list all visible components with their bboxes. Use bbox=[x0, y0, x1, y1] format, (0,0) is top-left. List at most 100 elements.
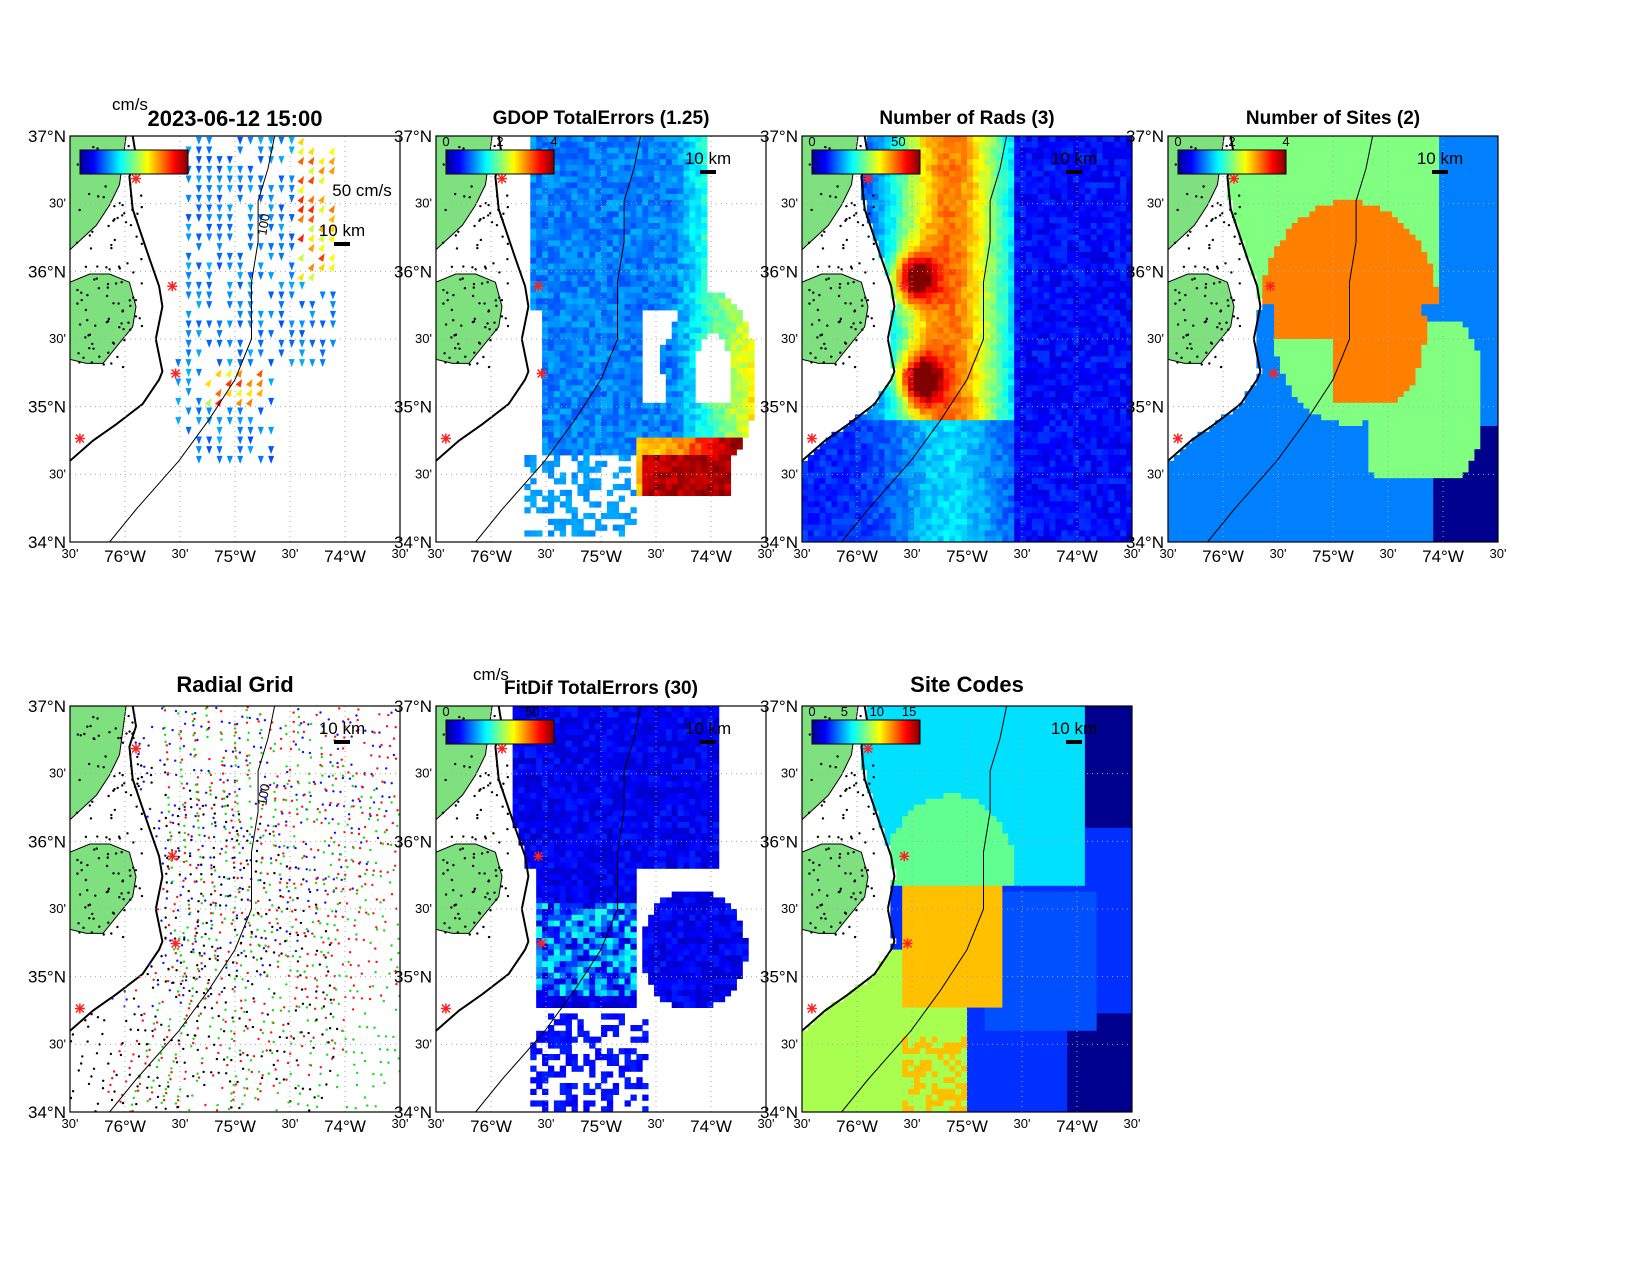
axes-frame bbox=[801, 135, 1133, 543]
coastline bbox=[1168, 136, 1262, 462]
lon-tick-label: 30' bbox=[648, 1116, 665, 1131]
colorbar-tick: 0 bbox=[442, 134, 449, 149]
coastline bbox=[70, 136, 164, 462]
coastline-dots bbox=[75, 714, 144, 939]
map-area: 100 bbox=[70, 706, 400, 1112]
asterisk-icon bbox=[167, 281, 178, 292]
lon-tick-label: 75°W bbox=[214, 1117, 256, 1136]
coastline bbox=[802, 706, 896, 1032]
asterisk-icon bbox=[167, 851, 178, 862]
colorbar bbox=[445, 719, 555, 745]
lat-tick-label: 30' bbox=[49, 766, 66, 781]
lat-tick-label: 37°N bbox=[28, 697, 66, 716]
isobath-100 bbox=[475, 136, 642, 542]
lat-tick-label: 30' bbox=[415, 466, 432, 481]
lat-tick-label: 30' bbox=[415, 331, 432, 346]
lon-tick-label: 30' bbox=[428, 1116, 445, 1131]
land-middle bbox=[802, 273, 869, 364]
lat-tick-label: 36°N bbox=[28, 832, 66, 851]
lon-tick-label: 74°W bbox=[324, 547, 366, 566]
lon-tick-label: 75°W bbox=[580, 547, 622, 566]
panel-gdop: 37°N30'36°N30'35°N30'34°N30' 76°W 30' 75°W 3… bbox=[394, 108, 774, 566]
lon-tick-label: 76°W bbox=[104, 1117, 146, 1136]
lon-tick-label: 76°W bbox=[836, 1117, 878, 1136]
lon-tick-label: 30' bbox=[392, 1116, 409, 1131]
lat-tick-label: 37°N bbox=[394, 127, 432, 146]
asterisk-icon bbox=[899, 281, 910, 292]
land-middle bbox=[802, 843, 869, 934]
coastline bbox=[802, 136, 896, 462]
scale-label: 10 km bbox=[1051, 719, 1097, 738]
colorbar-tick: 15 bbox=[902, 704, 916, 719]
asterisk-icon bbox=[131, 173, 141, 184]
lat-tick-label: 36°N bbox=[760, 262, 798, 281]
map-area bbox=[802, 136, 1132, 542]
isobath-label: 100 bbox=[254, 213, 273, 237]
axes-frame bbox=[801, 705, 1133, 1113]
colorbar-tick: 4 bbox=[1282, 134, 1289, 149]
lon-tick-label: 30' bbox=[1160, 546, 1177, 561]
lat-tick-label: 37°N bbox=[28, 127, 66, 146]
lon-tick-label: 74°W bbox=[1422, 547, 1464, 566]
lat-tick-label: 30' bbox=[781, 766, 798, 781]
colorbar bbox=[811, 149, 921, 175]
current-vectors bbox=[175, 136, 336, 464]
lon-tick-label: 74°W bbox=[690, 547, 732, 566]
panel-title: GDOP TotalErrors (1.25) bbox=[493, 108, 710, 129]
asterisk-icon bbox=[440, 1003, 451, 1014]
lat-tick-label: 34°N bbox=[28, 1103, 66, 1122]
coastline-dots bbox=[75, 144, 144, 369]
lat-tick-label: 30' bbox=[781, 466, 798, 481]
lat-tick-label: 30' bbox=[415, 901, 432, 916]
data-field bbox=[802, 706, 1132, 1112]
vector-scale-label: 50 cm/s bbox=[332, 181, 392, 200]
lon-tick-label: 30' bbox=[282, 1116, 299, 1131]
asterisk-icon bbox=[899, 851, 910, 862]
colorbar-tick: 0 bbox=[442, 704, 449, 719]
panel-fitdif: 37°N30'36°N30'35°N30'34°N30' 76°W 30' 75°W 3… bbox=[394, 665, 774, 1136]
axes-frame bbox=[435, 135, 767, 543]
panel-title: Number of Rads (3) bbox=[879, 108, 1054, 129]
map-area bbox=[802, 706, 1132, 1112]
scale-label: 10 km bbox=[1051, 149, 1097, 168]
panel-nrads: 37°N30'36°N30'35°N30'34°N30' 76°W 30' 75°W 3… bbox=[760, 108, 1140, 566]
asterisk-icon bbox=[806, 433, 817, 444]
isobath-100 bbox=[841, 136, 1008, 542]
scale-label: 10 km bbox=[685, 719, 731, 738]
land-north bbox=[70, 706, 127, 821]
lon-tick-label: 76°W bbox=[470, 1117, 512, 1136]
lat-tick-label: 30' bbox=[49, 1036, 66, 1051]
lat-tick-label: 36°N bbox=[1126, 262, 1164, 281]
lon-tick-label: 30' bbox=[904, 1116, 921, 1131]
scale-label: 10 km bbox=[1417, 149, 1463, 168]
lat-tick-label: 30' bbox=[49, 331, 66, 346]
lat-tick-label: 35°N bbox=[760, 968, 798, 987]
coastline bbox=[436, 706, 530, 1032]
axes-frame bbox=[69, 705, 401, 1113]
lat-tick-label: 30' bbox=[1147, 196, 1164, 211]
asterisk-icon bbox=[440, 433, 451, 444]
asterisk-icon bbox=[74, 433, 85, 444]
lon-tick-label: 30' bbox=[1124, 1116, 1141, 1131]
lon-tick-label: 30' bbox=[392, 546, 409, 561]
lon-tick-label: 30' bbox=[62, 546, 79, 561]
colorbar bbox=[79, 149, 189, 175]
lat-tick-label: 35°N bbox=[28, 968, 66, 987]
asterisk-icon bbox=[863, 743, 873, 754]
lon-tick-label: 30' bbox=[1014, 1116, 1031, 1131]
lat-tick-label: 36°N bbox=[760, 832, 798, 851]
isobath-label: 100 bbox=[254, 783, 273, 807]
lon-tick-label: 30' bbox=[1014, 546, 1031, 561]
colorbar-tick: 0 bbox=[1174, 134, 1181, 149]
asterisk-icon bbox=[902, 368, 913, 379]
map-area bbox=[436, 136, 766, 542]
lon-tick-label: 74°W bbox=[690, 1117, 732, 1136]
colorbar-tick: 5 bbox=[841, 704, 848, 719]
asterisk-icon bbox=[1268, 368, 1279, 379]
lon-tick-label: 30' bbox=[904, 546, 921, 561]
lon-tick-label: 74°W bbox=[1056, 1117, 1098, 1136]
main-title: 2023-06-12 15:00 bbox=[148, 106, 323, 131]
asterisk-icon bbox=[497, 173, 507, 184]
